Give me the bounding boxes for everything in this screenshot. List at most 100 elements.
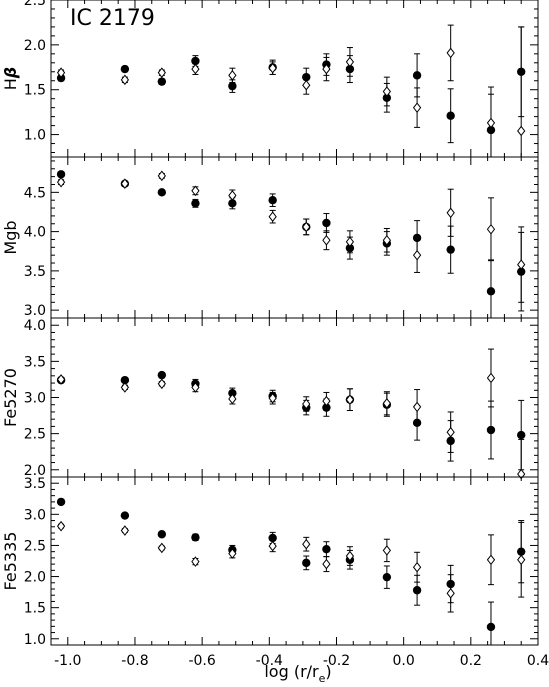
data-point-open	[345, 236, 355, 248]
data-point-filled	[191, 56, 200, 66]
data-point-filled	[322, 218, 331, 228]
x-axis-label: log (r/re)	[264, 662, 331, 685]
data-point-filled	[157, 370, 167, 380]
y-tick-label: 1.5	[24, 83, 46, 99]
x-tick-label: 0.2	[460, 653, 482, 669]
y-axis-label: Fe5335	[1, 532, 20, 591]
data-point-open	[302, 221, 311, 233]
data-point-filled	[486, 425, 496, 435]
data-point-open	[382, 545, 391, 556]
data-point-filled	[228, 388, 237, 398]
data-point-open	[157, 542, 166, 554]
series-open-panel-1	[56, 24, 526, 158]
data-point-open	[191, 63, 200, 75]
y-tick-label: 2.0	[24, 463, 46, 479]
x-tick-label: 0.4	[527, 653, 549, 669]
data-point-open	[268, 540, 277, 552]
data-point-filled	[191, 199, 200, 208]
panel-2: 3.0 3.5 4.0 4.5 Mgb	[1, 156, 539, 319]
data-point-filled	[446, 111, 455, 120]
data-point-open	[56, 176, 66, 188]
data-point-open	[302, 79, 311, 91]
data-point-filled	[446, 245, 455, 254]
data-point-open	[322, 395, 331, 407]
data-point-open	[228, 190, 237, 201]
y-tick-label: 3.5	[24, 354, 46, 370]
data-point-filled	[157, 188, 167, 197]
panels: 1.0 1.5 2.0 2.5 Hβ 3.0 3.5 4.0 4.5 Mgb 2.0 2.5 3.0 3.…	[1, 0, 549, 669]
data-point-open	[382, 234, 391, 246]
data-point-filled	[157, 530, 167, 539]
data-point-open	[412, 561, 422, 573]
y-tick-label: 4.0	[24, 225, 46, 241]
data-point-open	[322, 234, 331, 246]
figure-label: IC 2179	[70, 6, 155, 31]
data-point-filled	[191, 533, 200, 542]
y-tick-label: 2.5	[24, 0, 46, 9]
y-tick-label: 1.0	[24, 632, 46, 648]
data-point-open	[191, 382, 200, 393]
data-point-open	[345, 56, 355, 68]
data-point-open	[157, 378, 166, 390]
data-point-filled	[322, 544, 331, 554]
x-tick-label: -0.8	[121, 653, 148, 669]
x-axis-label-main: log (r/r	[264, 662, 319, 681]
x-tick-label: -1.0	[54, 653, 81, 669]
y-tick-label: 4.5	[24, 185, 46, 201]
x-tick-label: -0.6	[188, 653, 215, 669]
data-point-open	[120, 525, 130, 536]
y-tick-label: 3.0	[24, 507, 46, 523]
y-tick-label: 2.5	[24, 538, 46, 554]
data-point-open	[56, 374, 66, 385]
data-point-open	[446, 207, 455, 219]
data-point-open	[228, 548, 237, 559]
series-open-panel-2	[56, 170, 526, 303]
data-point-open	[120, 74, 130, 86]
data-point-open	[120, 178, 130, 190]
series-filled-panel-2	[56, 170, 526, 319]
y-tick-label: 2.0	[24, 38, 46, 54]
data-point-open	[157, 67, 166, 78]
data-point-filled	[412, 586, 422, 595]
y-tick-label: 1.0	[24, 128, 46, 144]
data-point-filled	[120, 511, 130, 520]
data-point-filled	[228, 81, 237, 91]
y-axis-label-greek: β	[1, 67, 20, 79]
y-axis-label: Mgb	[1, 220, 20, 254]
data-point-open	[486, 223, 496, 235]
data-point-filled	[412, 71, 422, 80]
y-tick-label: 3.5	[24, 476, 46, 492]
panel-4: 1.0 1.5 2.0 2.5 3.0 3.5 -1.0 -0.8 -0.6 -0.4 -0.2 0.…	[1, 476, 549, 669]
y-tick-label: 2.5	[24, 427, 46, 443]
data-point-filled	[268, 195, 277, 205]
y-tick-label: 1.5	[24, 601, 46, 617]
data-point-open	[157, 170, 166, 182]
data-point-filled	[302, 558, 311, 568]
data-point-open	[120, 382, 130, 393]
series-open-panel-3	[56, 348, 526, 480]
x-tick-label: -0.4	[256, 653, 283, 669]
x-axis-label-sub: e	[319, 672, 326, 685]
y-axis-label-main: H	[1, 78, 20, 90]
data-point-open	[228, 70, 237, 81]
data-point-open	[302, 398, 311, 410]
data-point-filled	[120, 375, 130, 385]
data-point-open	[345, 394, 355, 405]
y-tick-label: 4.0	[24, 318, 46, 334]
data-point-open	[268, 62, 277, 74]
data-point-filled	[120, 64, 130, 74]
data-point-filled	[486, 287, 496, 296]
data-point-filled	[56, 73, 66, 83]
data-point-open	[345, 550, 355, 562]
data-point-open	[486, 372, 496, 384]
data-point-filled	[517, 430, 526, 440]
data-point-open	[268, 392, 277, 404]
data-point-filled	[56, 497, 66, 507]
series-filled-panel-4	[56, 497, 526, 646]
y-tick-label: 3.0	[24, 391, 46, 407]
data-point-filled	[157, 77, 167, 86]
data-point-open	[56, 520, 66, 532]
data-point-open	[486, 117, 496, 129]
data-point-open	[191, 185, 200, 197]
